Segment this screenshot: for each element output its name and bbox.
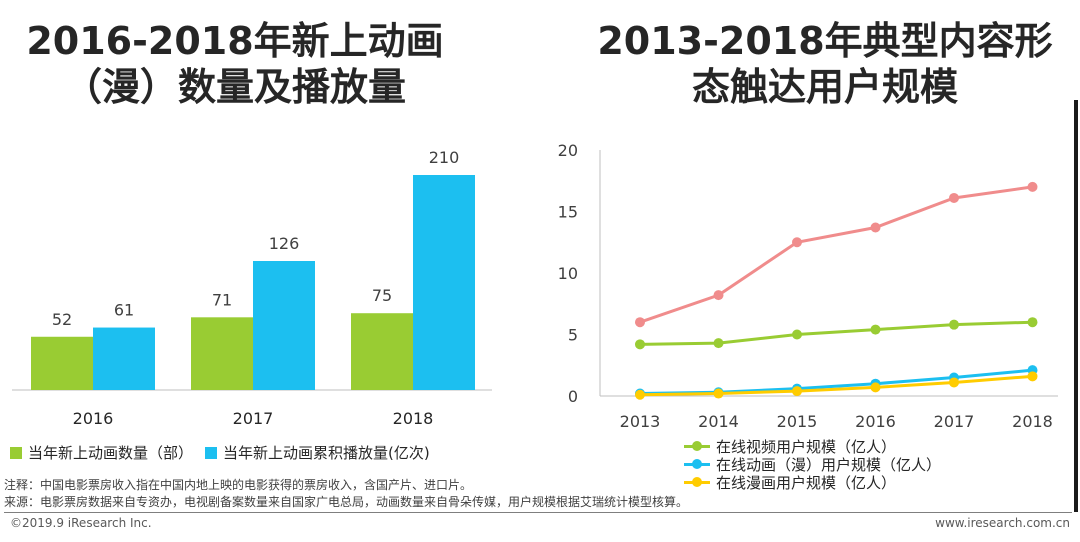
point-comic-2015 (792, 386, 802, 397)
legend-label-plays: 当年新上动画累积播放量(亿次) (223, 444, 430, 462)
series-line-video (639, 320, 1033, 346)
point-pink-2015 (792, 237, 802, 248)
bar-2017-s1 (253, 261, 315, 390)
point-video-2018 (1027, 317, 1038, 328)
point-video-2015 (792, 329, 802, 340)
legend-marker-comic (684, 476, 710, 488)
y-tick-5: 5 (568, 326, 578, 345)
bar-label-2017-s1: 126 (269, 234, 300, 253)
line-chart: 0 5 10 15 20 2013 2014 2015 2016 2017 2018 (558, 141, 1058, 431)
legend-label-count: 当年新上动画数量（部） (28, 444, 194, 462)
legend-item-count: 当年新上动画数量（部） (10, 442, 193, 463)
legend-label-comic: 在线漫画用户规模（亿人） (716, 473, 897, 492)
point-video-2013 (635, 339, 645, 350)
legend-item-comic: 在线漫画用户规模（亿人） (684, 473, 941, 492)
point-comic-2018 (1027, 371, 1038, 382)
legend-label-video: 在线视频用户规模（亿人） (716, 437, 897, 456)
y-tick-20: 20 (558, 141, 578, 160)
x-tick-2018: 2018 (393, 409, 434, 428)
source-note: 来源：电影票房数据来自专资办，电视剧备案数量来自国家广电总局，动画数量来自骨朵传… (4, 495, 689, 509)
bar-2018-s1 (413, 175, 475, 390)
legend-item-animation: 在线动画（漫）用户规模（亿人） (684, 455, 942, 474)
point-comic-2016 (870, 382, 881, 393)
x-tick-2016: 2016 (855, 412, 896, 431)
right-title-line2: 态触达用户规模 (691, 65, 958, 109)
legend-label-animation: 在线动画（漫）用户规模（亿人） (716, 455, 942, 474)
point-comic-2017 (949, 377, 959, 388)
bar-2016-s0 (31, 336, 93, 390)
point-pink-2018 (1027, 181, 1038, 192)
legend-swatch-green (10, 446, 22, 459)
point-comic-2013 (635, 389, 645, 400)
x-tick-2017: 2017 (934, 412, 975, 431)
series-line-pink (639, 185, 1033, 324)
x-tick-2015: 2015 (777, 412, 818, 431)
copyright: ©2019.9 iResearch Inc. (10, 516, 152, 530)
x-tick-2016: 2016 (73, 409, 114, 428)
footnote: 注释：中国电影票房收入指在中国内地上映的电影获得的票房收入，含国产片、进口片。 (4, 478, 473, 492)
left-title-line2: （漫）数量及播放量 (63, 65, 406, 109)
legend-item-plays: 当年新上动画累积播放量(亿次) (205, 442, 430, 463)
right-chart-title: 2013-2018年典型内容形 态触达用户规模 (570, 18, 1080, 110)
bar-label-2016-s1: 61 (114, 301, 134, 320)
left-title-line1: 2016-2018年新上动画 (26, 19, 444, 63)
point-pink-2017 (949, 192, 959, 203)
series-line-comic (639, 374, 1033, 397)
x-tick-2014: 2014 (698, 412, 739, 431)
website: www.iresearch.com.cn (935, 516, 1070, 530)
x-tick-2013: 2013 (620, 412, 661, 431)
left-chart-title: 2016-2018年新上动画 （漫）数量及播放量 (0, 18, 470, 110)
bar-label-2018-s1: 210 (429, 148, 460, 167)
point-comic-2014 (713, 388, 724, 399)
legend-item-video: 在线视频用户规模（亿人） (684, 437, 941, 456)
point-video-2014 (713, 338, 724, 349)
line-chart-legend: 在线视频用户规模（亿人） 在线动画（漫）用户规模（亿人） 在线漫画用户规模（亿人… (684, 437, 942, 492)
footer-divider (4, 512, 1072, 513)
legend-marker-animation (684, 458, 710, 470)
y-tick-0: 0 (568, 387, 578, 406)
bar-label-2017-s0: 71 (212, 290, 232, 309)
legend-swatch-blue (205, 446, 218, 459)
point-pink-2016 (870, 222, 881, 233)
bar-2018-s0 (351, 313, 413, 390)
x-tick-2017: 2017 (233, 409, 274, 428)
bar-label-2016-s0: 52 (52, 310, 72, 329)
bar-label-2018-s0: 75 (372, 286, 392, 305)
bar-2016-s1 (93, 327, 155, 390)
y-tick-15: 15 (558, 203, 578, 222)
point-video-2017 (949, 319, 959, 330)
point-video-2016 (870, 324, 881, 335)
legend-marker-video (684, 440, 710, 452)
point-pink-2014 (713, 290, 724, 301)
y-tick-10: 10 (558, 264, 578, 283)
right-title-line1: 2013-2018年典型内容形 (597, 19, 1053, 63)
bar-chart: 52 61 2016 71 126 2017 75 210 2018 (12, 148, 492, 428)
x-tick-2018: 2018 (1012, 412, 1053, 431)
bar-chart-legend: 当年新上动画数量（部） 当年新上动画累积播放量(亿次) (10, 442, 442, 463)
bar-2017-s0 (191, 317, 253, 390)
point-pink-2013 (635, 317, 645, 328)
right-edge-bar (1074, 100, 1078, 512)
